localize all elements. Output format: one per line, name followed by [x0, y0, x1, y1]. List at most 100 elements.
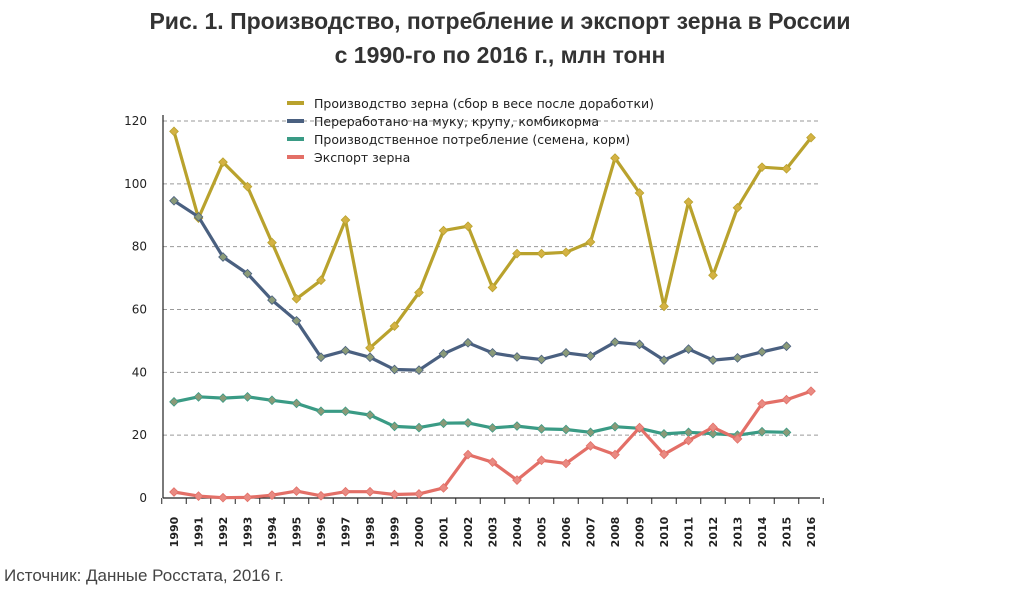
data-point — [708, 355, 718, 365]
data-point — [340, 486, 351, 497]
data-point — [806, 132, 816, 143]
x-tick-label: 2009 — [634, 517, 647, 548]
y-tick-label: 80 — [132, 240, 147, 254]
data-point — [438, 348, 449, 359]
data-point — [438, 225, 449, 236]
data-point — [267, 237, 277, 248]
data-point — [291, 486, 302, 496]
x-tick-label: 1996 — [315, 516, 328, 547]
data-point — [781, 427, 792, 438]
y-tick-label: 120 — [124, 114, 147, 128]
data-point — [708, 422, 718, 433]
data-point — [659, 429, 669, 439]
x-tick-label: 1999 — [389, 517, 402, 548]
data-point — [291, 398, 302, 409]
data-point — [389, 364, 400, 375]
data-point — [365, 352, 375, 363]
x-tick-label: 1990 — [168, 516, 181, 547]
x-tick-label: 2000 — [413, 516, 426, 547]
data-point — [438, 418, 449, 429]
data-point — [610, 337, 620, 348]
series-line — [173, 395, 787, 437]
data-point — [634, 188, 645, 198]
x-tick-label: 1992 — [217, 517, 230, 548]
data-point — [708, 428, 718, 439]
data-point — [512, 248, 522, 259]
data-point — [291, 293, 302, 304]
data-point — [487, 423, 498, 433]
data-point — [536, 424, 547, 434]
data-point — [414, 422, 424, 433]
data-point — [585, 351, 596, 361]
x-tick-label: 2006 — [560, 516, 573, 547]
y-tick-label: 60 — [132, 303, 147, 317]
data-point — [610, 449, 620, 460]
data-point — [561, 424, 571, 435]
data-point — [267, 295, 277, 305]
data-point — [463, 418, 473, 428]
x-tick-label: 2008 — [609, 517, 622, 548]
data-point — [169, 487, 179, 497]
data-point — [463, 337, 473, 348]
y-tick-label: 0 — [139, 491, 147, 505]
data-point — [781, 341, 792, 352]
data-point — [463, 449, 473, 460]
data-point — [732, 202, 743, 213]
data-point — [732, 434, 743, 444]
data-point — [634, 422, 645, 433]
data-point — [512, 475, 522, 485]
data-point — [781, 394, 792, 405]
source-note: Источник: Данные Росстата, 2016 г. — [4, 566, 284, 585]
y-tick-label: 100 — [124, 177, 147, 191]
data-point — [732, 353, 743, 363]
data-point — [365, 486, 375, 497]
data-point — [438, 483, 449, 493]
data-point — [487, 457, 498, 468]
data-point — [536, 354, 547, 365]
data-point — [218, 393, 228, 403]
data-point — [708, 270, 718, 281]
x-tick-label: 2012 — [707, 517, 720, 548]
data-point — [242, 391, 253, 402]
x-tick-label: 2003 — [487, 517, 500, 548]
x-tick-label: 2011 — [683, 517, 696, 548]
x-tick-label: 2013 — [732, 517, 745, 548]
series-line — [173, 389, 812, 500]
data-point — [536, 455, 547, 466]
chart-title-line1: Рис. 1. Производство, потребление и эксп… — [149, 8, 851, 34]
data-point — [316, 275, 326, 286]
data-point — [463, 221, 473, 232]
data-point — [536, 248, 547, 259]
data-point — [757, 426, 767, 437]
data-point — [512, 352, 522, 362]
data-point — [218, 157, 228, 168]
data-point — [634, 339, 645, 350]
data-point — [487, 347, 498, 358]
legend: Производство зерна (сбор в весе после до… — [287, 94, 654, 166]
data-point — [561, 458, 571, 469]
data-point — [487, 282, 498, 293]
legend-item: Производство зерна (сбор в весе после до… — [287, 94, 654, 112]
series-line — [173, 199, 787, 372]
x-tick-label: 1993 — [242, 517, 255, 548]
x-tick-label: 2002 — [462, 517, 475, 548]
data-point — [340, 406, 351, 417]
data-point — [757, 162, 767, 173]
legend-swatch — [287, 101, 304, 105]
chart-title-line2: с 1990-го по 2016 г., млн тонн — [334, 42, 666, 68]
x-tick-label: 1997 — [340, 517, 353, 548]
data-point — [757, 347, 767, 357]
data-point — [683, 197, 694, 207]
x-tick-label: 2005 — [536, 517, 549, 548]
x-tick-label: 2015 — [781, 517, 794, 548]
data-point — [414, 365, 424, 375]
legend-label: Экспорт зерна — [314, 149, 411, 165]
data-point — [512, 421, 522, 431]
data-point — [340, 345, 351, 356]
legend-swatch — [287, 155, 304, 159]
data-point — [659, 355, 669, 365]
x-tick-label: 2004 — [511, 516, 524, 547]
data-point — [365, 342, 375, 353]
data-point — [242, 181, 253, 192]
